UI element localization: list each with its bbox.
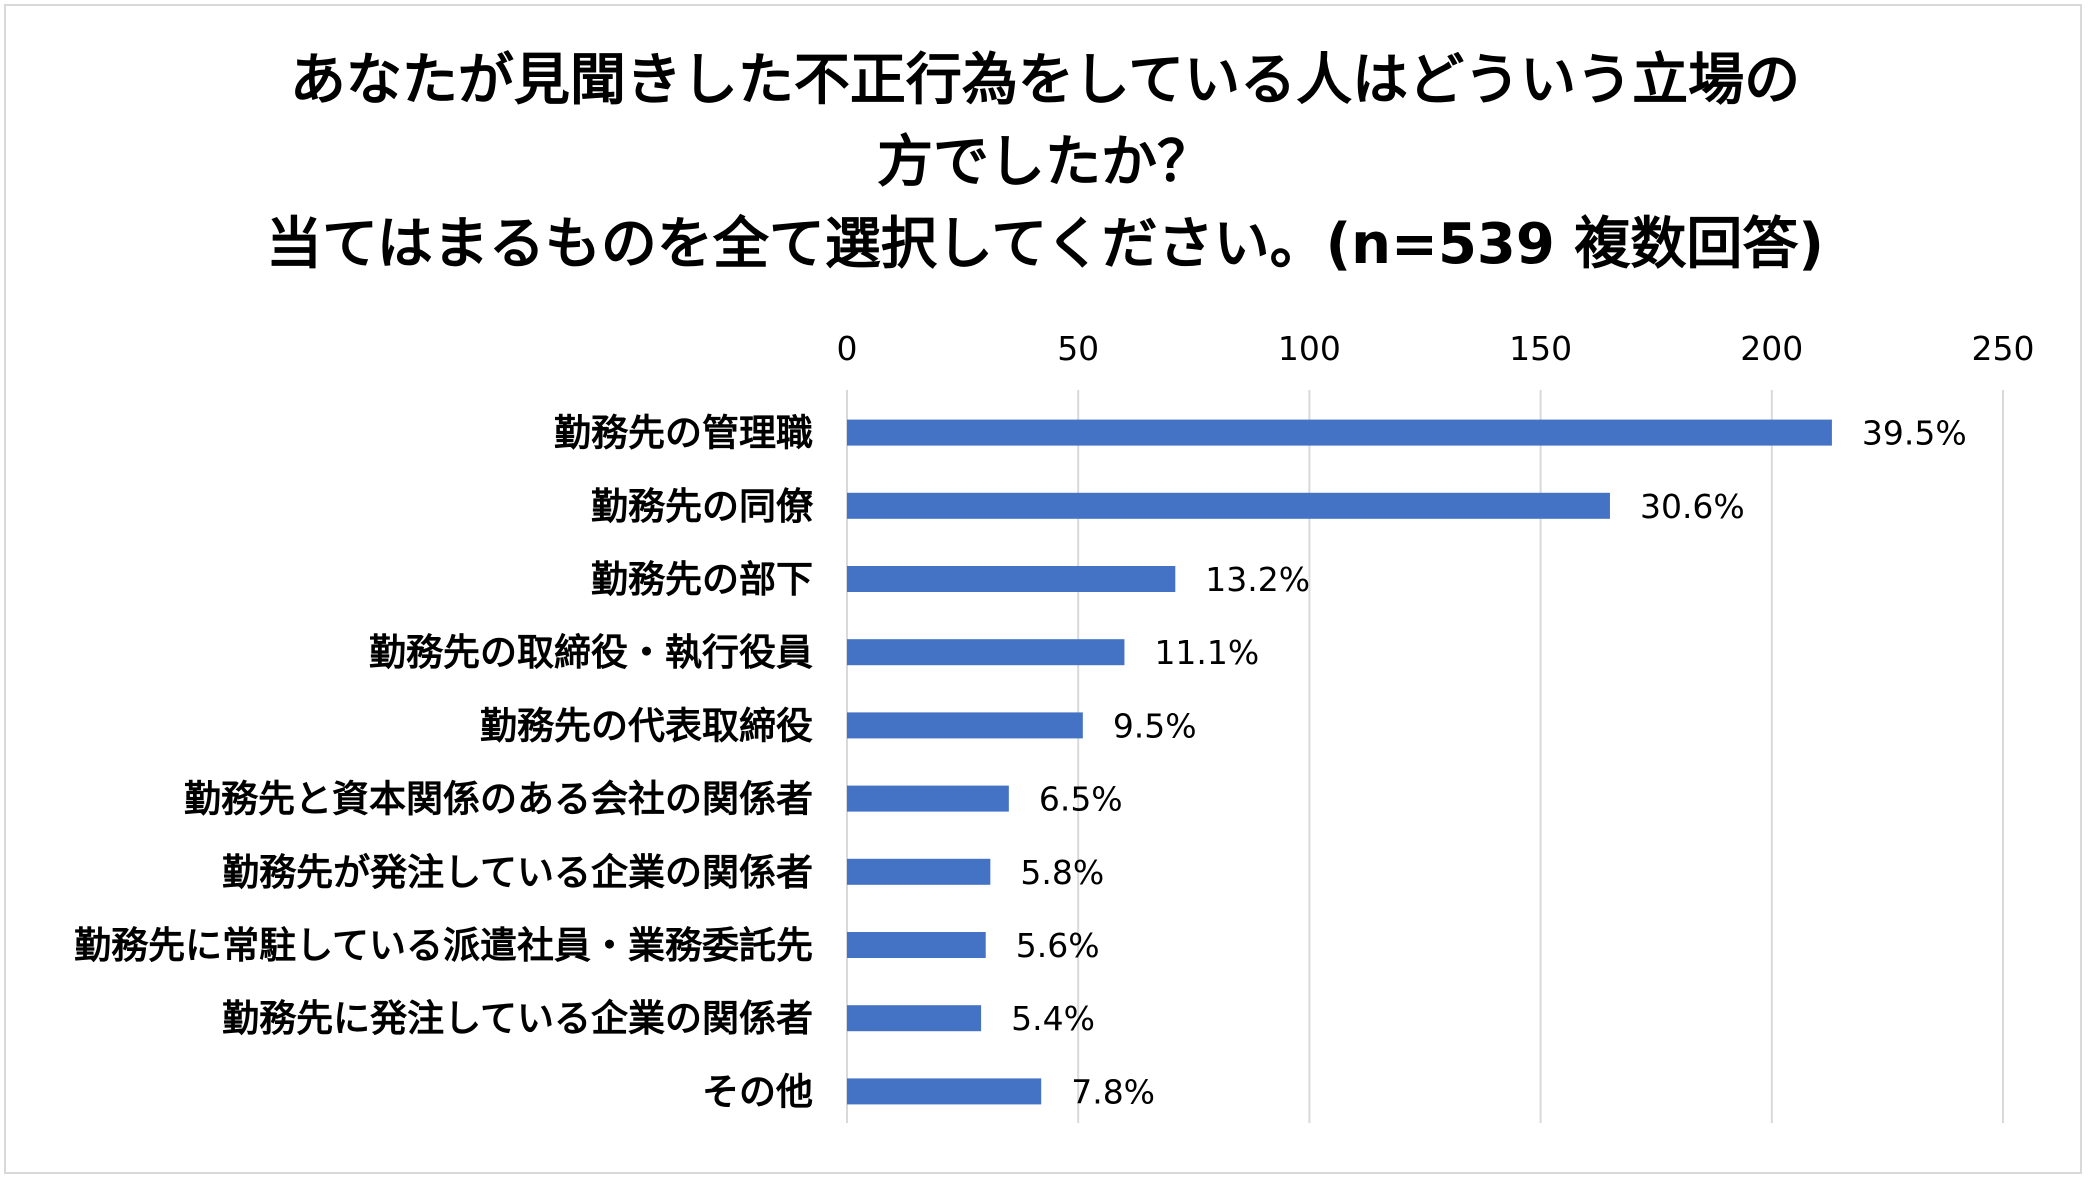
data-label: 5.8% <box>1020 853 1104 892</box>
category-label: 勤務先の管理職 <box>554 412 813 455</box>
x-tick-label: 200 <box>1740 329 1803 368</box>
category-label: その他 <box>702 1070 813 1113</box>
category-labels: 勤務先の管理職勤務先の同僚勤務先の部下勤務先の取締役・執行役員勤務先の代表取締役… <box>74 412 814 1114</box>
bar <box>847 566 1176 592</box>
bar <box>847 419 1832 446</box>
x-tick-label: 100 <box>1278 329 1341 368</box>
x-axis-tick-labels: 0 50 100 150 200 250 <box>837 329 2035 368</box>
category-label: 勤務先が発注している企業の関係者 <box>222 851 813 894</box>
bar <box>847 712 1083 739</box>
category-label: 勤務先の部下 <box>591 558 813 601</box>
x-tick-label: 50 <box>1057 329 1099 368</box>
data-label: 30.6% <box>1640 487 1745 526</box>
data-label: 39.5% <box>1862 414 1967 453</box>
category-label: 勤務先の取締役・執行役員 <box>369 631 813 674</box>
category-label: 勤務先に常駐している派遣社員・業務委託先 <box>74 924 813 967</box>
category-label: 勤務先の代表取締役 <box>480 704 813 747</box>
data-labels: 39.5% 30.6% 13.2% 11.1% 9.5% 6.5% 5.8% 5.6% 5.4%… <box>1011 414 1967 1112</box>
bars <box>847 419 1832 1105</box>
data-label: 9.5% <box>1113 706 1197 745</box>
category-label: 勤務先に発注している企業の関係者 <box>222 997 813 1040</box>
bar <box>847 639 1125 666</box>
bar <box>847 785 1009 812</box>
data-label: 7.8% <box>1071 1072 1155 1111</box>
data-label: 6.5% <box>1039 780 1123 819</box>
category-label: 勤務先の同僚 <box>591 485 814 528</box>
data-label: 5.6% <box>1016 926 1100 965</box>
bar <box>847 1005 982 1032</box>
data-label: 13.2% <box>1205 560 1310 599</box>
data-label: 11.1% <box>1154 633 1259 672</box>
category-label: 勤務先と資本関係のある会社の関係者 <box>184 778 813 821</box>
chart-title-line-3: 当てはまるものを全て選択してください。(n=539 複数回答) <box>266 212 1824 277</box>
bar <box>847 492 1610 519</box>
bar <box>847 1078 1042 1105</box>
chart-title-line-2: 方でしたか？ <box>877 130 1213 195</box>
bar <box>847 858 991 885</box>
x-tick-label: 250 <box>1972 329 2035 368</box>
bar <box>847 932 986 958</box>
x-tick-label: 0 <box>837 329 858 368</box>
chart-title-line-1: あなたが見聞きした不正行為をしている人はどういう立場の <box>289 48 1801 113</box>
data-label: 5.4% <box>1011 999 1095 1038</box>
chart-title: あなたが見聞きした不正行為をしている人はどういう立場の 方でしたか？ 当てはまる… <box>0 40 2090 286</box>
x-tick-label: 150 <box>1509 329 1572 368</box>
